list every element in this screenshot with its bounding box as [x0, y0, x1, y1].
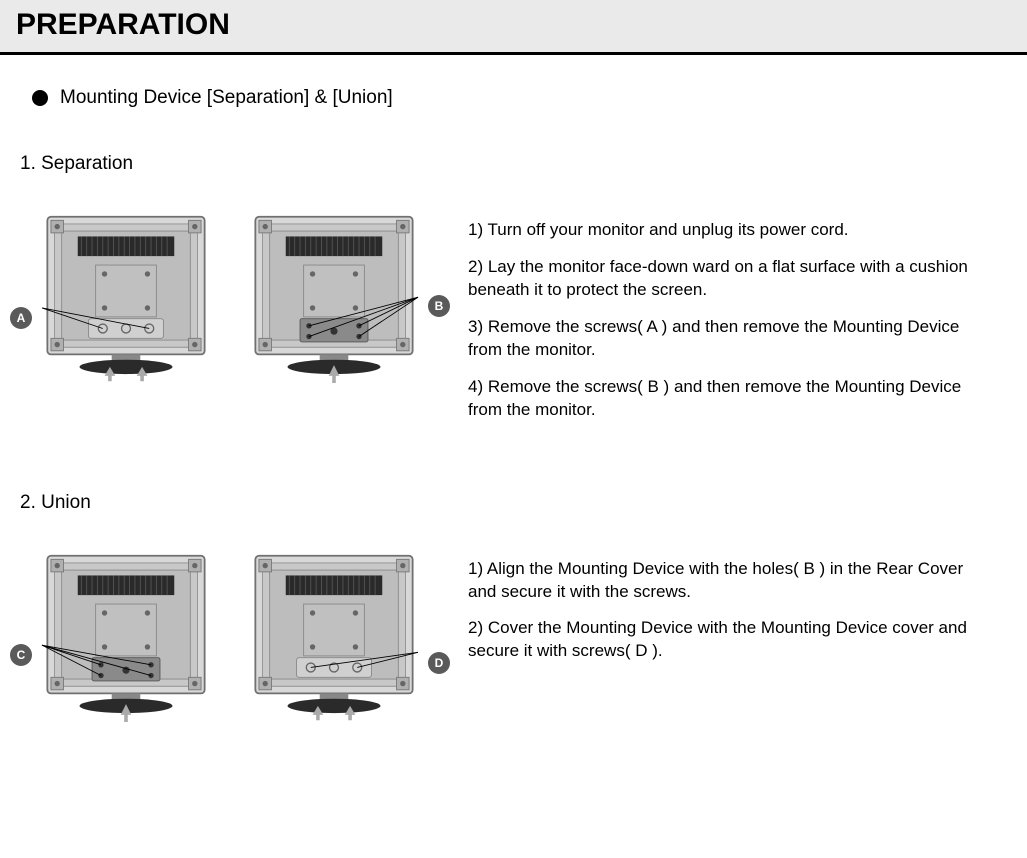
header-bar: PREPARATION: [0, 0, 1027, 55]
figure-c: C: [32, 554, 220, 727]
section1-step3: 3) Remove the screws( A ) and then remov…: [468, 316, 978, 362]
bullet-icon: [32, 90, 48, 106]
subtitle-row: Mounting Device [Separation] & [Union]: [32, 87, 1007, 109]
badge-b: B: [428, 295, 450, 317]
section2-title: 2. Union: [20, 492, 1007, 514]
monitor-back-d-icon: [240, 554, 428, 722]
section2-instructions: 1) Align the Mounting Device with the ho…: [468, 554, 978, 664]
section2: C: [20, 554, 1007, 727]
figure-d: D: [240, 554, 428, 727]
section2-figures: C: [32, 554, 428, 727]
section1-figures: A: [32, 215, 428, 388]
figure-a: A: [32, 215, 220, 388]
badge-d: D: [428, 652, 450, 674]
badge-c: C: [10, 644, 32, 666]
monitor-back-b-icon: [240, 215, 428, 383]
section1-step1: 1) Turn off your monitor and unplug its …: [468, 219, 978, 242]
section1-step2: 2) Lay the monitor face-down ward on a f…: [468, 256, 978, 302]
page-title: PREPARATION: [16, 8, 1011, 42]
figure-b: B: [240, 215, 428, 388]
monitor-back-a-icon: [32, 215, 220, 383]
monitor-back-c-icon: [32, 554, 220, 722]
section1: A: [20, 215, 1007, 422]
section2-step2: 2) Cover the Mounting Device with the Mo…: [468, 617, 978, 663]
section1-step4: 4) Remove the screws( B ) and then remov…: [468, 376, 978, 422]
section2-step1: 1) Align the Mounting Device with the ho…: [468, 558, 978, 604]
section1-title: 1. Separation: [20, 153, 1007, 175]
section1-instructions: 1) Turn off your monitor and unplug its …: [468, 215, 978, 422]
content: Mounting Device [Separation] & [Union] 1…: [0, 55, 1027, 817]
badge-a: A: [10, 307, 32, 329]
subtitle: Mounting Device [Separation] & [Union]: [60, 87, 393, 109]
